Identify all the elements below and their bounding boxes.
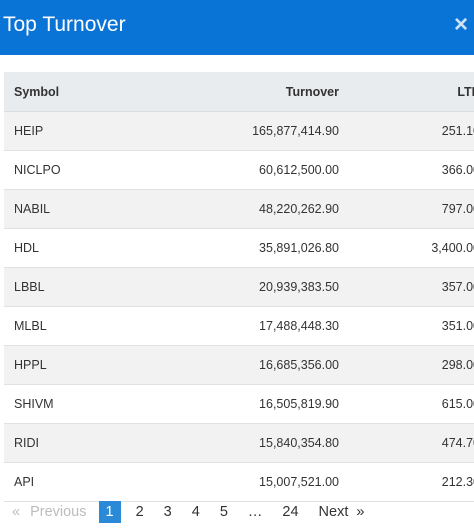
cell-turnover: 48,220,262.90	[184, 189, 339, 229]
cell-ltp: 251.10	[339, 111, 474, 151]
cell-ltp: 366.00	[339, 150, 474, 190]
previous-arrow-icon: «	[12, 504, 21, 520]
column-header-turnover[interactable]: Turnover	[184, 72, 339, 112]
page-button-5[interactable]: 5	[219, 504, 228, 520]
cell-turnover: 15,840,354.80	[184, 423, 339, 463]
modal-header: Top Turnover ×	[0, 0, 474, 55]
cell-symbol: API	[4, 462, 184, 502]
cell-ltp: 474.70	[339, 423, 474, 463]
page-ellipsis: …	[247, 504, 263, 520]
cell-turnover: 16,505,819.90	[184, 384, 339, 424]
cell-turnover: 60,612,500.00	[184, 150, 339, 190]
cell-turnover: 165,877,414.90	[184, 111, 339, 151]
cell-ltp: 351.00	[339, 306, 474, 346]
cell-turnover: 15,007,521.00	[184, 462, 339, 502]
cell-ltp: 3,400.00	[339, 228, 474, 268]
cell-symbol: HPPL	[4, 345, 184, 385]
cell-symbol: LBBL	[4, 267, 184, 307]
pagination: « Previous 1 2 3 4 5 … 24 Next »	[8, 501, 368, 523]
close-icon[interactable]: ×	[453, 11, 468, 38]
cell-symbol: HDL	[4, 228, 184, 268]
page-button-24[interactable]: 24	[282, 504, 299, 520]
table-body: HEIP165,877,414.90251.10NICLPO60,612,500…	[4, 111, 474, 502]
next-button[interactable]: Next	[318, 504, 349, 520]
cell-symbol: HEIP	[4, 111, 184, 151]
cell-ltp: 797.00	[339, 189, 474, 229]
cell-turnover: 20,939,383.50	[184, 267, 339, 307]
cell-turnover: 17,488,448.30	[184, 306, 339, 346]
cell-turnover: 35,891,026.80	[184, 228, 339, 268]
page-button-1[interactable]: 1	[98, 501, 121, 523]
table-header-row: Symbol Turnover LTP	[4, 72, 474, 112]
cell-ltp: 212.30	[339, 462, 474, 502]
next-arrow-icon[interactable]: »	[356, 504, 365, 520]
page-button-2[interactable]: 2	[135, 504, 144, 520]
cell-turnover: 16,685,356.00	[184, 345, 339, 385]
column-header-ltp[interactable]: LTP	[339, 72, 474, 112]
turnover-table-container: Symbol Turnover LTP HEIP165,877,414.9025…	[4, 72, 474, 502]
cell-ltp: 615.00	[339, 384, 474, 424]
cell-ltp: 298.00	[339, 345, 474, 385]
cell-symbol: NABIL	[4, 189, 184, 229]
turnover-table: Symbol Turnover LTP HEIP165,877,414.9025…	[4, 72, 474, 502]
cell-symbol: NICLPO	[4, 150, 184, 190]
page-button-3[interactable]: 3	[163, 504, 172, 520]
cell-symbol: SHIVM	[4, 384, 184, 424]
cell-symbol: MLBL	[4, 306, 184, 346]
previous-button: Previous	[30, 504, 87, 520]
modal-title: Top Turnover	[3, 13, 126, 36]
page-button-4[interactable]: 4	[191, 504, 200, 520]
column-header-symbol[interactable]: Symbol	[4, 72, 184, 112]
cell-symbol: RIDI	[4, 423, 184, 463]
cell-ltp: 357.00	[339, 267, 474, 307]
